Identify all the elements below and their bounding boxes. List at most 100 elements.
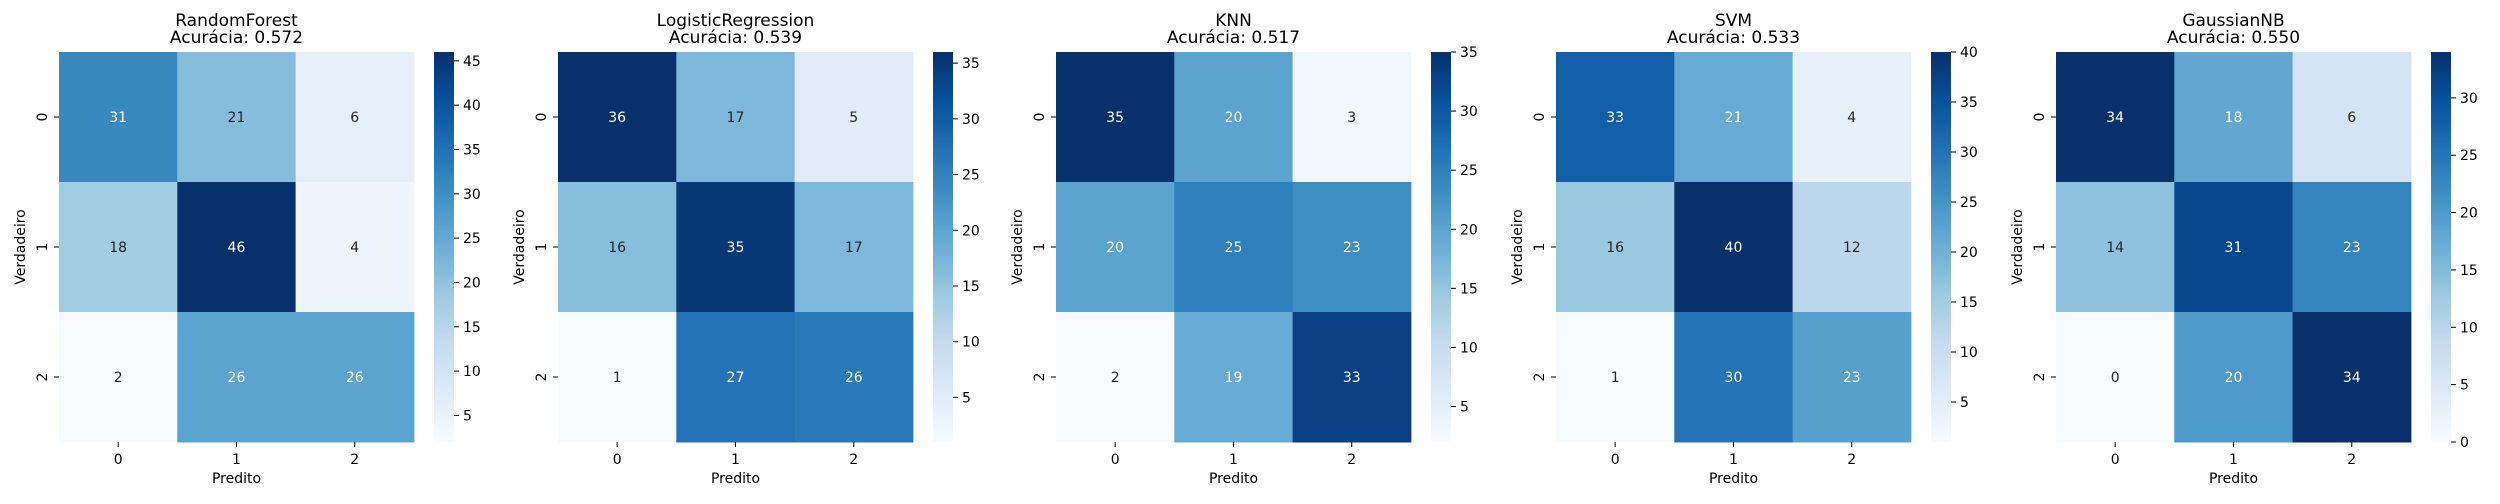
heatmap-cell	[2174, 182, 2294, 313]
heatmap-cell	[2292, 312, 2412, 443]
y-tick-label: 1	[1032, 243, 1048, 252]
heatmap-cell	[1792, 312, 1912, 443]
cell-value-label: 18	[109, 240, 127, 256]
panel-subtitle: Acurácia: 0.517	[1167, 28, 1300, 48]
colorbar-tick-label: 35	[962, 56, 980, 72]
cell-value-label: 19	[1225, 370, 1243, 386]
colorbar-tick-label: 30	[1460, 104, 1478, 120]
y-tick-label: 0	[1032, 113, 1048, 122]
cell-value-label: 23	[1343, 240, 1361, 256]
heatmap-cell	[177, 312, 297, 443]
colorbar-tick-label: 25	[962, 168, 980, 184]
colorbar-tick-label: 35	[1460, 45, 1478, 61]
cell-value-label: 16	[608, 240, 626, 256]
colorbar-tick-label: 40	[1960, 45, 1978, 61]
heatmap-cell	[794, 52, 914, 183]
cell-value-label: 20	[1106, 240, 1124, 256]
y-tick-label: 0	[35, 113, 51, 122]
x-tick-label: 0	[2111, 452, 2120, 468]
x-tick-label: 2	[849, 452, 858, 468]
colorbar-tick-label: 5	[1460, 400, 1469, 416]
y-tick-label: 1	[35, 243, 51, 252]
x-axis-label: Predito	[212, 471, 261, 487]
y-tick-label: 2	[1032, 373, 1048, 382]
colorbar-tick-label: 30	[463, 187, 481, 203]
x-tick-label: 0	[1611, 452, 1620, 468]
panel-title: GaussianNB	[2182, 11, 2284, 31]
colorbar-tick-label: 10	[1460, 340, 1478, 356]
heatmap-cell	[1174, 312, 1294, 443]
colorbar-tick-label: 40	[463, 98, 481, 114]
y-axis-label: Verdadeiro	[13, 209, 29, 284]
colorbar-tick-label: 30	[2460, 91, 2478, 107]
cell-value-label: 16	[1606, 240, 1624, 256]
heatmap-cell	[676, 182, 796, 313]
cell-value-label: 27	[727, 370, 745, 386]
heatmap-cell	[2292, 182, 2412, 313]
heatmap-cell	[676, 312, 796, 443]
colorbar	[1931, 52, 1951, 442]
cell-value-label: 21	[1725, 110, 1743, 126]
cell-value-label: 46	[228, 240, 246, 256]
colorbar-tick-label: 30	[1960, 145, 1978, 161]
cell-value-label: 1	[1611, 370, 1620, 386]
colorbar-tick-label: 20	[962, 223, 980, 239]
y-tick-label: 1	[2032, 243, 2048, 252]
heatmap-cell	[295, 312, 415, 443]
panel-subtitle: Acurácia: 0.533	[1667, 28, 1800, 48]
heatmap-cell	[1556, 312, 1675, 443]
y-tick-label: 0	[1532, 113, 1548, 122]
heatmap-cell	[2056, 312, 2175, 443]
colorbar-tick-label: 35	[1960, 95, 1978, 111]
heatmap-cell	[2174, 312, 2294, 443]
y-axis-label: Verdadeiro	[2010, 209, 2026, 284]
colorbar-tick-label: 25	[463, 231, 481, 247]
cell-value-label: 14	[2106, 240, 2124, 256]
colorbar-tick-label: 25	[2460, 148, 2478, 164]
y-tick-label: 0	[2032, 113, 2048, 122]
x-tick-label: 1	[1729, 452, 1738, 468]
x-tick-label: 0	[114, 452, 123, 468]
x-tick-label: 1	[232, 452, 241, 468]
x-tick-label: 2	[350, 452, 359, 468]
cell-value-label: 4	[350, 240, 359, 256]
colorbar-tick-label: 5	[962, 390, 971, 406]
heatmap-cell	[2292, 52, 2412, 183]
x-tick-label: 2	[1847, 452, 1856, 468]
x-axis-label: Predito	[1709, 471, 1758, 487]
colorbar-tick-label: 15	[2460, 263, 2478, 279]
x-tick-label: 1	[2229, 452, 2238, 468]
heatmap-cell	[558, 52, 677, 183]
heatmap-cell	[1174, 52, 1294, 183]
heatmap-cell	[59, 52, 178, 183]
colorbar-tick-label: 25	[1460, 163, 1478, 179]
colorbar-tick-label: 5	[2460, 378, 2469, 394]
cell-value-label: 18	[2225, 110, 2243, 126]
heatmap-cell	[558, 312, 677, 443]
cell-value-label: 26	[228, 370, 246, 386]
heatmap-cell	[59, 312, 178, 443]
heatmap-cell	[1792, 182, 1912, 313]
heatmap-cell	[2174, 52, 2294, 183]
cell-value-label: 1	[613, 370, 622, 386]
cell-value-label: 12	[1843, 240, 1861, 256]
cell-value-label: 6	[2347, 110, 2356, 126]
heatmap-cell	[794, 182, 914, 313]
heatmap-cell	[1056, 52, 1175, 183]
cell-value-label: 3	[1347, 110, 1356, 126]
cell-value-label: 20	[2225, 370, 2243, 386]
colorbar-tick-label: 5	[1960, 395, 1969, 411]
heatmap-cell	[1056, 312, 1175, 443]
cell-value-label: 17	[845, 240, 863, 256]
cell-value-label: 4	[1847, 110, 1856, 126]
y-tick-label: 1	[1532, 243, 1548, 252]
heatmap-cell	[1556, 52, 1675, 183]
heatmap-cell	[1674, 312, 1794, 443]
colorbar	[2431, 52, 2451, 442]
colorbar-tick-label: 15	[1960, 295, 1978, 311]
